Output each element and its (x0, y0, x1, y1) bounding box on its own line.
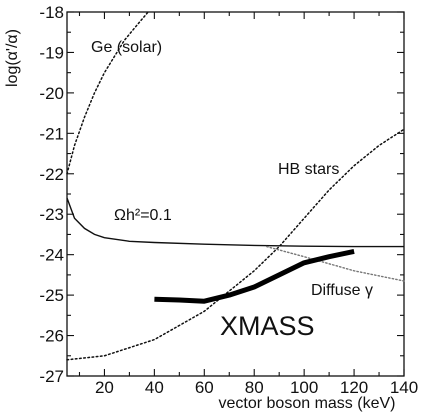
diffuse-gamma-label: Diffuse γ (311, 282, 373, 299)
y-tick-label: -25 (39, 286, 64, 305)
hb-stars-label: HB stars (278, 161, 339, 178)
x-tick-label: 20 (95, 378, 114, 397)
y-tick-label: -24 (39, 246, 64, 265)
series-line-ge-solar (66, 11, 149, 175)
y-axis-title: log(α'/α) (4, 29, 21, 87)
x-tick-label: 60 (195, 378, 214, 397)
y-tick-label: -19 (39, 43, 64, 62)
series-line-h-0-1 (66, 197, 404, 248)
x-tick-label: 140 (390, 378, 418, 397)
y-tick-label: -23 (39, 205, 64, 224)
x-axis-title: vector boson mass (keV) (219, 395, 396, 412)
xmass-label: XMASS (220, 311, 315, 341)
y-tick-label: -27 (39, 367, 64, 386)
x-tick-label: 100 (290, 378, 318, 397)
tick-labels: 20 40 60 80 100 120 140 -27 -26 -25 -24 -23 -22 -21 -2… (39, 3, 418, 397)
series-curves (66, 11, 405, 361)
y-tick-label: -20 (39, 84, 64, 103)
x-tick-label: 80 (245, 378, 264, 397)
axis-ticks (67, 11, 405, 377)
y-tick-label: -18 (39, 3, 64, 22)
y-tick-label: -21 (39, 124, 64, 143)
y-tick-label: -26 (39, 327, 64, 346)
x-tick-label: 40 (145, 378, 164, 397)
series-line-hb-stars (66, 128, 405, 361)
series-line-diffuse (266, 245, 405, 282)
y-tick-label: -22 (39, 165, 64, 184)
series-line-xmass (154, 248, 355, 304)
omega-label: Ωh²=0.1 (114, 207, 172, 224)
x-tick-label: 120 (340, 378, 368, 397)
ge-solar-label: Ge (solar) (91, 39, 162, 56)
